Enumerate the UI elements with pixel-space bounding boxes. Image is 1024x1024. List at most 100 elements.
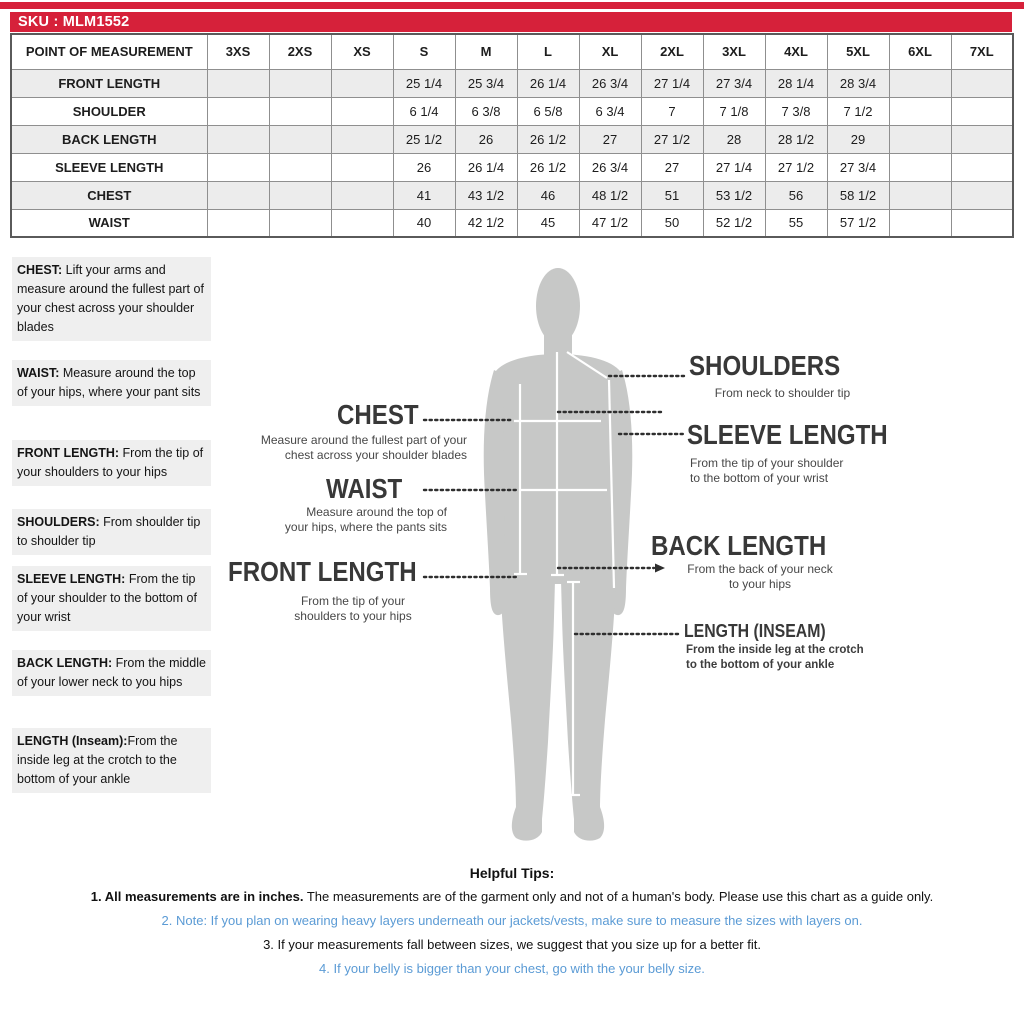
dotted-leader-lines — [422, 374, 686, 636]
size-cell: 28 1/4 — [764, 68, 828, 98]
size-cell — [888, 208, 952, 238]
definition-term: SHOULDERS: — [17, 515, 100, 529]
size-cell — [206, 208, 270, 238]
diagram-back-length-desc: From the back of your neck to your hips — [687, 562, 833, 591]
size-cell — [888, 180, 952, 210]
size-cell: 57 1/2 — [826, 208, 890, 238]
row-label: SHOULDER — [10, 96, 208, 126]
size-cell: 6 5/8 — [516, 96, 580, 126]
size-cell: 26 1/2 — [516, 124, 580, 154]
table-row: BACK LENGTH 25 1/2 26 26 1/2 27 27 1/2 28 28 1/… — [10, 124, 1014, 154]
definition-text: Measure around the top of your hips, whe… — [17, 366, 201, 399]
row-label: WAIST — [10, 208, 208, 238]
table-header-row: POINT OF MEASUREMENT 3XS 2XS XS S M L XL 2XL 3XL 4… — [10, 33, 1014, 70]
size-cell — [950, 152, 1014, 182]
tip-number: 1. — [90, 889, 105, 904]
size-cell: 7 — [640, 96, 704, 126]
size-cell — [950, 208, 1014, 238]
size-cell — [330, 124, 394, 154]
definition-term: BACK LENGTH: — [17, 656, 113, 670]
definition-text: From the tip of your shoulder to the bot… — [17, 572, 197, 624]
definition-shoulders: SHOULDERS: From shoulder tip to shoulder… — [12, 509, 211, 555]
col-header: 3XL — [702, 33, 766, 70]
size-cell: 27 — [578, 124, 642, 154]
diagram-waist-desc: Measure around the top of your hips, whe… — [284, 505, 447, 534]
size-cell: 26 1/4 — [454, 152, 518, 182]
size-cell: 53 1/2 — [702, 180, 766, 210]
body-figure-silhouette — [483, 268, 633, 841]
definition-term: LENGTH (Inseam): — [17, 734, 128, 748]
size-cell: 28 — [702, 124, 766, 154]
col-header: S — [392, 33, 456, 70]
col-header: L — [516, 33, 580, 70]
size-cell — [330, 68, 394, 98]
col-header: 2XL — [640, 33, 704, 70]
size-cell: 27 3/4 — [702, 68, 766, 98]
size-cell — [206, 152, 270, 182]
tips-title: Helpful Tips: — [469, 865, 555, 881]
size-cell: 29 — [826, 124, 890, 154]
size-cell — [950, 68, 1014, 98]
definition-text: Lift your arms and measure around the fu… — [17, 263, 204, 334]
size-cell: 27 1/4 — [640, 68, 704, 98]
size-cell: 6 3/8 — [454, 96, 518, 126]
size-cell: 55 — [764, 208, 828, 238]
diagram-chest-title: CHEST — [337, 399, 419, 430]
size-cell: 50 — [640, 208, 704, 238]
diagram-inseam-desc: From the inside leg at the crotch to the… — [686, 644, 864, 671]
size-cell: 27 1/4 — [702, 152, 766, 182]
size-cell: 26 3/4 — [578, 152, 642, 182]
size-cell: 46 — [516, 180, 580, 210]
tip-1: 1. All measurements are in inches. The m… — [0, 889, 1024, 904]
col-header: XS — [330, 33, 394, 70]
col-header: 2XS — [268, 33, 332, 70]
row-label: CHEST — [10, 180, 208, 210]
size-cell — [950, 124, 1014, 154]
size-cell — [950, 180, 1014, 210]
sku-bar: SKU : MLM1552 — [10, 12, 1012, 32]
male-silhouette — [483, 268, 633, 841]
size-cell: 27 1/2 — [640, 124, 704, 154]
definition-sleeve-length: SLEEVE LENGTH: From the tip of your shou… — [12, 566, 211, 631]
col-header: 6XL — [888, 33, 952, 70]
size-cell — [206, 124, 270, 154]
definition-text: From the tip of your shoulders to your h… — [17, 446, 204, 479]
size-cell — [268, 152, 332, 182]
tip-4: 4. If your belly is bigger than your che… — [0, 961, 1024, 976]
size-cell: 43 1/2 — [454, 180, 518, 210]
size-cell: 26 — [454, 124, 518, 154]
col-header: M — [454, 33, 518, 70]
size-cell: 56 — [764, 180, 828, 210]
size-cell: 40 — [392, 208, 456, 238]
diagram-sleeve-length-desc: From the tip of your shoulder to the bot… — [690, 456, 844, 485]
size-cell: 42 1/2 — [454, 208, 518, 238]
size-cell — [330, 208, 394, 238]
table-row: WAIST 40 42 1/2 45 47 1/2 50 52 1/2 55 57 1/2 — [10, 208, 1014, 238]
col-header: XL — [578, 33, 642, 70]
size-cell: 6 3/4 — [578, 96, 642, 126]
size-cell — [268, 96, 332, 126]
size-cell — [206, 68, 270, 98]
size-cell: 26 3/4 — [578, 68, 642, 98]
definition-back-length: BACK LENGTH: From the middle of your low… — [12, 650, 211, 696]
sku-label: SKU : MLM1552 — [18, 14, 130, 30]
size-table: POINT OF MEASUREMENT 3XS 2XS XS S M L XL 2XL 3XL 4… — [10, 33, 1014, 238]
diagram-shoulders-desc: From neck to shoulder tip — [714, 386, 851, 400]
row-label: SLEEVE LENGTH — [10, 152, 208, 182]
tip-text: The measurements are of the garment only… — [303, 889, 934, 904]
table-row: SHOULDER 6 1/4 6 3/8 6 5/8 6 3/4 7 7 1/8 7 3/8 7… — [10, 96, 1014, 126]
col-header: POINT OF MEASUREMENT — [10, 33, 208, 70]
size-cell: 7 3/8 — [764, 96, 828, 126]
size-cell: 27 3/4 — [826, 152, 890, 182]
size-cell — [268, 180, 332, 210]
diagram-back-length-title: BACK LENGTH — [651, 530, 827, 561]
diagram-shoulders-title: SHOULDERS — [689, 350, 841, 381]
definition-waist: WAIST: Measure around the top of your hi… — [12, 360, 211, 406]
diagram-front-length-title: FRONT LENGTH — [228, 556, 417, 587]
size-cell — [268, 208, 332, 238]
definition-term: FRONT LENGTH: — [17, 446, 120, 460]
size-cell — [888, 124, 952, 154]
col-header: 3XS — [206, 33, 270, 70]
size-cell: 27 — [640, 152, 704, 182]
